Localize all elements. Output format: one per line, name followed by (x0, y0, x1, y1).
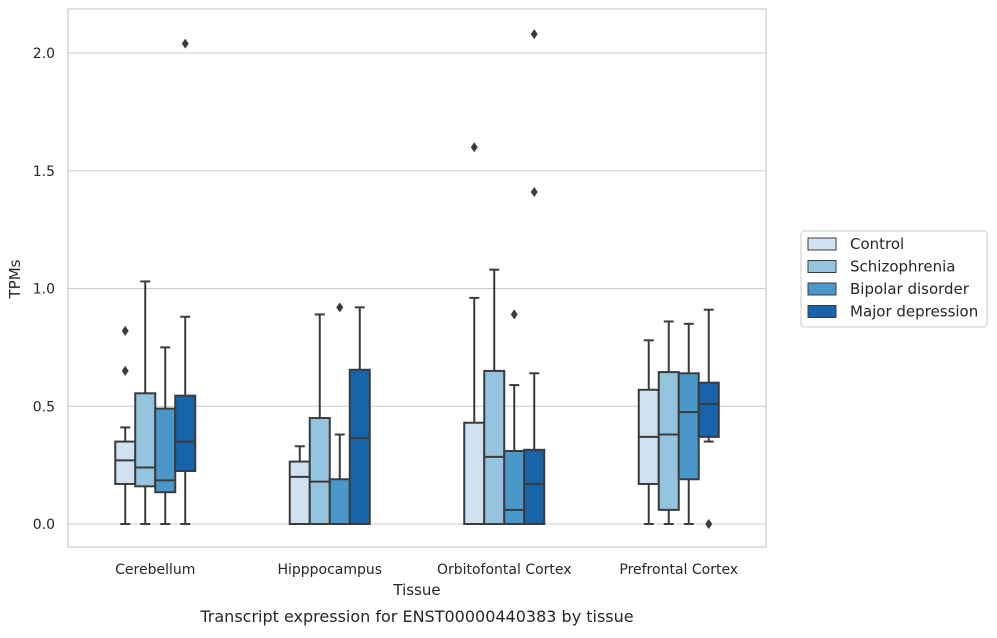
outlier-point (530, 186, 538, 197)
x-tick-label: Orbitofontal Cortex (437, 562, 572, 578)
outlier-point (530, 29, 538, 40)
outlier-point (181, 38, 189, 49)
box-schizophrenia (483, 268, 506, 525)
box-control (114, 325, 137, 525)
x-tick-labels: Cerebellum Hipppocampus Orbitofontal Corte… (115, 562, 738, 578)
outlier-point (705, 519, 713, 529)
x-tick-label: Hipppocampus (277, 562, 382, 578)
legend-swatch (807, 305, 837, 318)
box-iqr (463, 421, 486, 525)
outlier-point (510, 309, 518, 320)
box-control (463, 142, 486, 525)
box-schizophrenia (134, 280, 157, 525)
box-bipolar-disorder (328, 302, 351, 526)
box-bipolar-disorder (154, 346, 177, 525)
legend-swatch (807, 260, 837, 273)
box-iqr (503, 449, 526, 525)
box-iqr (483, 369, 506, 525)
box-schizophrenia (657, 320, 680, 525)
legend-label: Major depression (850, 303, 978, 321)
outlier-point (470, 142, 478, 153)
x-axis-label: Tissue (392, 581, 440, 599)
y-tick-label: 1.0 (33, 282, 55, 298)
box-iqr (348, 368, 371, 525)
x-tick-label: Prefrontal Cortex (619, 562, 738, 578)
outlier-point (336, 302, 344, 313)
box-iqr (523, 448, 546, 526)
box-iqr (174, 394, 197, 473)
legend-frame (800, 230, 988, 328)
y-tick-label: 0.5 (33, 399, 55, 415)
box-major-depression (174, 38, 197, 525)
box-major-depression (348, 306, 371, 525)
outlier-point (121, 365, 129, 376)
box-iqr (288, 460, 311, 525)
box-bipolar-disorder (503, 309, 526, 525)
box-iqr (308, 417, 331, 525)
y-axis-label: TPMs (6, 259, 24, 299)
box-control (288, 445, 311, 525)
legend-swatch (807, 237, 837, 251)
y-tick-label: 1.5 (33, 164, 55, 180)
outlier-point (121, 325, 129, 336)
box-bipolar-disorder (677, 322, 700, 525)
y-tick-label: 0.0 (33, 517, 55, 533)
plot-frame (67, 8, 767, 548)
legend-swatch (807, 282, 837, 296)
box-major-depression (697, 308, 720, 529)
chart-caption: Transcript expression for ENST0000044038… (199, 607, 633, 626)
box-iqr (328, 478, 351, 526)
legend-label: Schizophrenia (850, 258, 955, 276)
box-iqr (134, 392, 157, 488)
box-iqr (677, 372, 700, 481)
box-iqr (697, 381, 720, 438)
y-tick-labels: 0.0 0.5 1.0 1.5 2.0 (33, 46, 55, 533)
legend-label: Bipolar disorder (850, 280, 970, 298)
box-major-depression (523, 29, 546, 526)
box-schizophrenia (308, 313, 331, 525)
box-iqr (657, 371, 680, 511)
box-iqr (114, 440, 137, 485)
box-series (114, 29, 720, 529)
legend: Control Schizophrenia Bipolar disorder Majo… (800, 230, 988, 328)
x-tick-label: Cerebellum (115, 562, 195, 578)
legend-label: Control (850, 235, 904, 253)
y-tick-label: 2.0 (33, 46, 55, 62)
box-control (637, 339, 660, 525)
